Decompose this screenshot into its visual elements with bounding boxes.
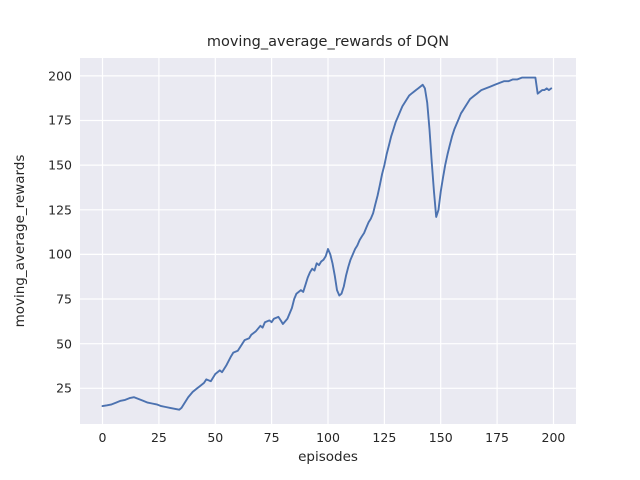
x-tick-label: 125 <box>372 430 397 445</box>
x-tick-label: 75 <box>263 430 280 445</box>
y-tick-label: 50 <box>56 336 72 352</box>
plot-svg <box>80 58 576 424</box>
x-tick-label: 200 <box>541 430 566 445</box>
x-tick-label: 175 <box>485 430 510 445</box>
y-tick-label: 75 <box>56 291 72 307</box>
plot-area <box>80 58 576 424</box>
y-tick-label: 125 <box>48 202 72 218</box>
reward-line-series <box>101 76 553 411</box>
x-tick-label: 150 <box>428 430 453 445</box>
y-tick-label: 175 <box>48 112 72 128</box>
chart-title: moving_average_rewards of DQN <box>206 34 450 50</box>
y-tick-label: 150 <box>48 157 72 173</box>
x-tick-label: 25 <box>150 430 167 445</box>
x-tick-label: 100 <box>316 430 340 445</box>
x-axis-label: episodes <box>298 449 358 465</box>
y-tick-label: 100 <box>48 246 72 262</box>
y-tick-label: 200 <box>48 68 72 84</box>
x-tick-label: 0 <box>98 430 107 445</box>
y-tick-label: 25 <box>56 380 72 396</box>
x-tick-label: 50 <box>207 430 224 445</box>
